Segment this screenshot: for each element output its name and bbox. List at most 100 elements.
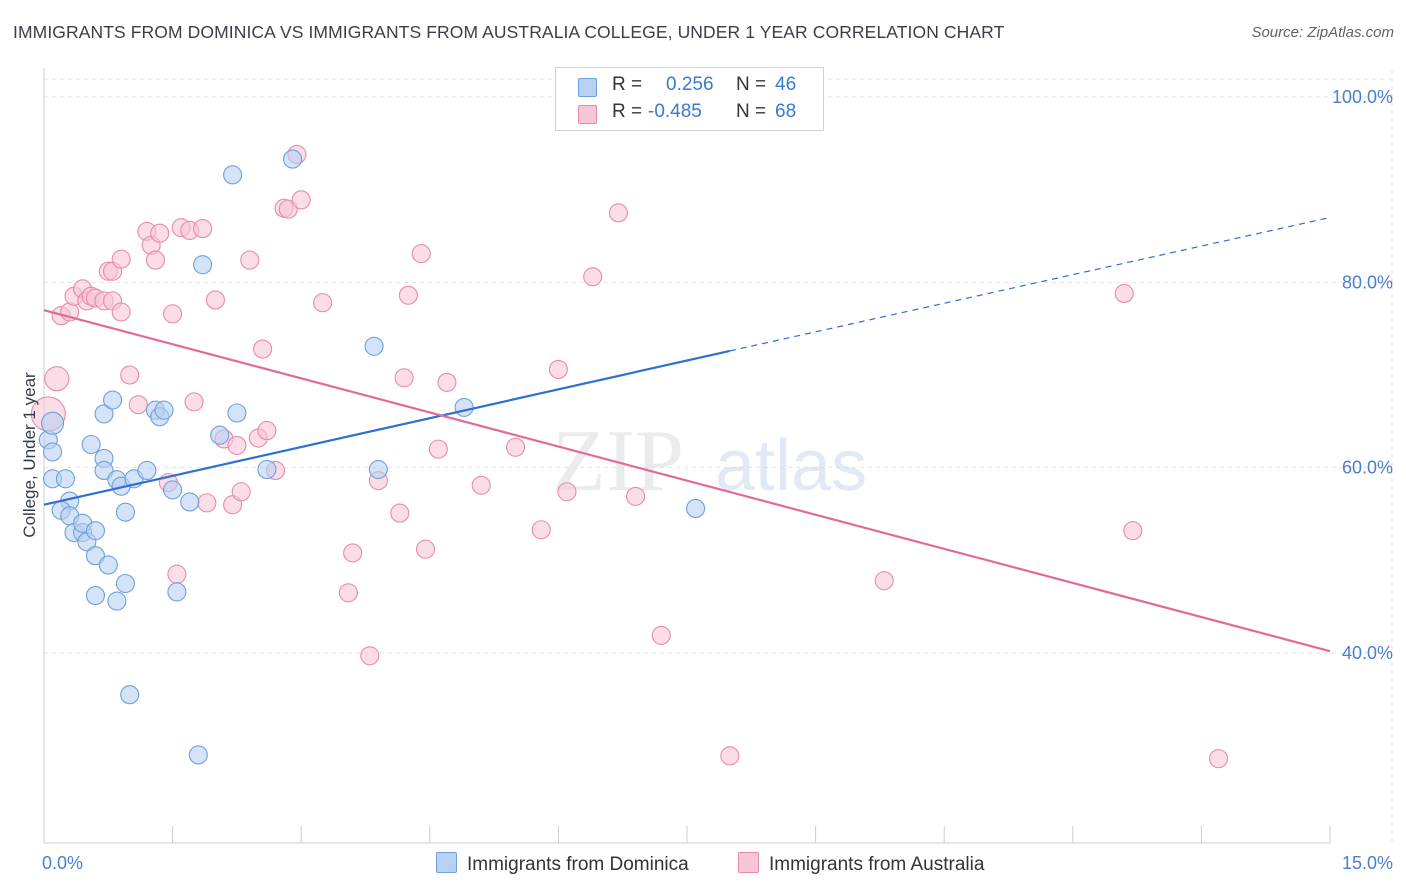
axes [43, 68, 1331, 844]
x-tick-label: 15.0% [1342, 853, 1393, 873]
point-dominica [85, 585, 105, 606]
point-dominica [167, 582, 187, 602]
y-tick-label: 80.0% [1342, 272, 1393, 292]
point-australia [874, 571, 894, 591]
point-dominica [188, 745, 208, 765]
point-dominica [154, 400, 174, 420]
point-australia [1208, 749, 1229, 769]
point-australia [163, 304, 183, 324]
y-axis-label: College, Under 1 year [20, 372, 39, 538]
point-australia [411, 244, 431, 264]
point-dominica [107, 591, 127, 611]
legend-r-label: R = [612, 101, 643, 122]
chart-title: IMMIGRANTS FROM DOMINICA VS IMMIGRANTS F… [13, 22, 1005, 42]
point-australia [1123, 521, 1143, 541]
point-dominica [368, 459, 388, 480]
point-dominica [223, 165, 243, 185]
watermark: ZIP atlas [552, 413, 867, 510]
point-australia [338, 583, 358, 603]
point-australia [343, 543, 363, 563]
legend-swatch-australia [578, 105, 597, 124]
point-australia [415, 539, 436, 559]
point-australia [231, 482, 251, 502]
point-dominica [364, 336, 384, 356]
point-dominica [94, 460, 114, 480]
point-dominica [210, 425, 230, 445]
point-dominica [98, 555, 118, 575]
point-dominica [686, 498, 706, 518]
point-australia [394, 368, 414, 388]
point-australia [278, 199, 298, 219]
trend-line-dominica-extension [729, 216, 1331, 352]
point-australia [257, 421, 277, 441]
legend-n-value: 68 [775, 101, 797, 122]
point-australia [111, 302, 131, 322]
point-australia [626, 486, 646, 506]
point-australia [360, 646, 380, 666]
legend-r-value: -0.485 [648, 101, 702, 122]
x-tick-label: 0.0% [42, 853, 83, 873]
point-australia [167, 564, 187, 584]
point-australia [390, 503, 410, 523]
trend-lines [43, 216, 1331, 653]
point-dominica [41, 411, 65, 435]
bottom-legend-dominica: Immigrants from Dominica [436, 852, 689, 876]
point-australia [557, 482, 577, 502]
point-dominica [103, 390, 123, 410]
point-dominica [43, 442, 63, 462]
point-australia [111, 249, 131, 269]
point-australia [720, 746, 740, 766]
trend-line-dominica [43, 349, 731, 506]
trend-line-australia [43, 309, 1331, 653]
watermark-atlas: atlas [715, 426, 867, 506]
bottom-legend-swatch-dominica [436, 852, 457, 873]
legend-r-label: R = [612, 74, 643, 95]
point-australia [197, 493, 217, 513]
point-australia [240, 250, 260, 270]
point-dominica [180, 492, 200, 512]
tick-labels: 40.0% 60.0% 80.0% 100.0% 0.0% 15.0% [42, 87, 1393, 873]
point-dominica [120, 685, 140, 705]
point-dominica [85, 546, 105, 566]
legend-n-value: 46 [775, 74, 797, 95]
point-dominica [81, 434, 101, 455]
point-dominica [137, 460, 157, 480]
point-australia [651, 625, 671, 645]
point-australia [205, 290, 226, 310]
point-australia [120, 365, 140, 385]
y-tick-label: 60.0% [1342, 458, 1393, 478]
point-australia [428, 439, 448, 459]
point-australia [583, 267, 603, 287]
bottom-legend-label-australia: Immigrants from Australia [769, 854, 985, 875]
point-australia [145, 250, 166, 270]
y-tick-label: 100.0% [1332, 87, 1393, 107]
point-australia [128, 395, 148, 415]
point-australia [150, 223, 170, 243]
series-dominica-points [38, 149, 706, 765]
point-australia [471, 475, 491, 495]
point-australia [608, 203, 628, 223]
point-australia [313, 293, 333, 313]
legend-swatch-dominica [578, 78, 597, 97]
bottom-legend-swatch-australia [738, 852, 759, 873]
point-australia [253, 339, 273, 359]
point-australia [1114, 283, 1134, 304]
legend-n-label: N = [736, 74, 767, 95]
legend-r-value: 0.256 [666, 74, 714, 95]
source-label: Source: ZipAtlas.com [1251, 24, 1394, 41]
point-australia [193, 219, 213, 239]
point-australia [44, 366, 70, 392]
point-dominica [85, 521, 105, 541]
point-australia [291, 190, 311, 210]
y-tick-label: 40.0% [1342, 643, 1393, 663]
legend-n-label: N = [736, 101, 767, 122]
point-dominica [193, 255, 213, 275]
point-dominica [227, 403, 247, 423]
point-dominica [115, 573, 135, 594]
point-australia [437, 372, 457, 392]
point-australia [398, 285, 418, 305]
point-dominica [283, 149, 303, 169]
point-dominica [94, 404, 114, 424]
point-australia [184, 392, 204, 412]
